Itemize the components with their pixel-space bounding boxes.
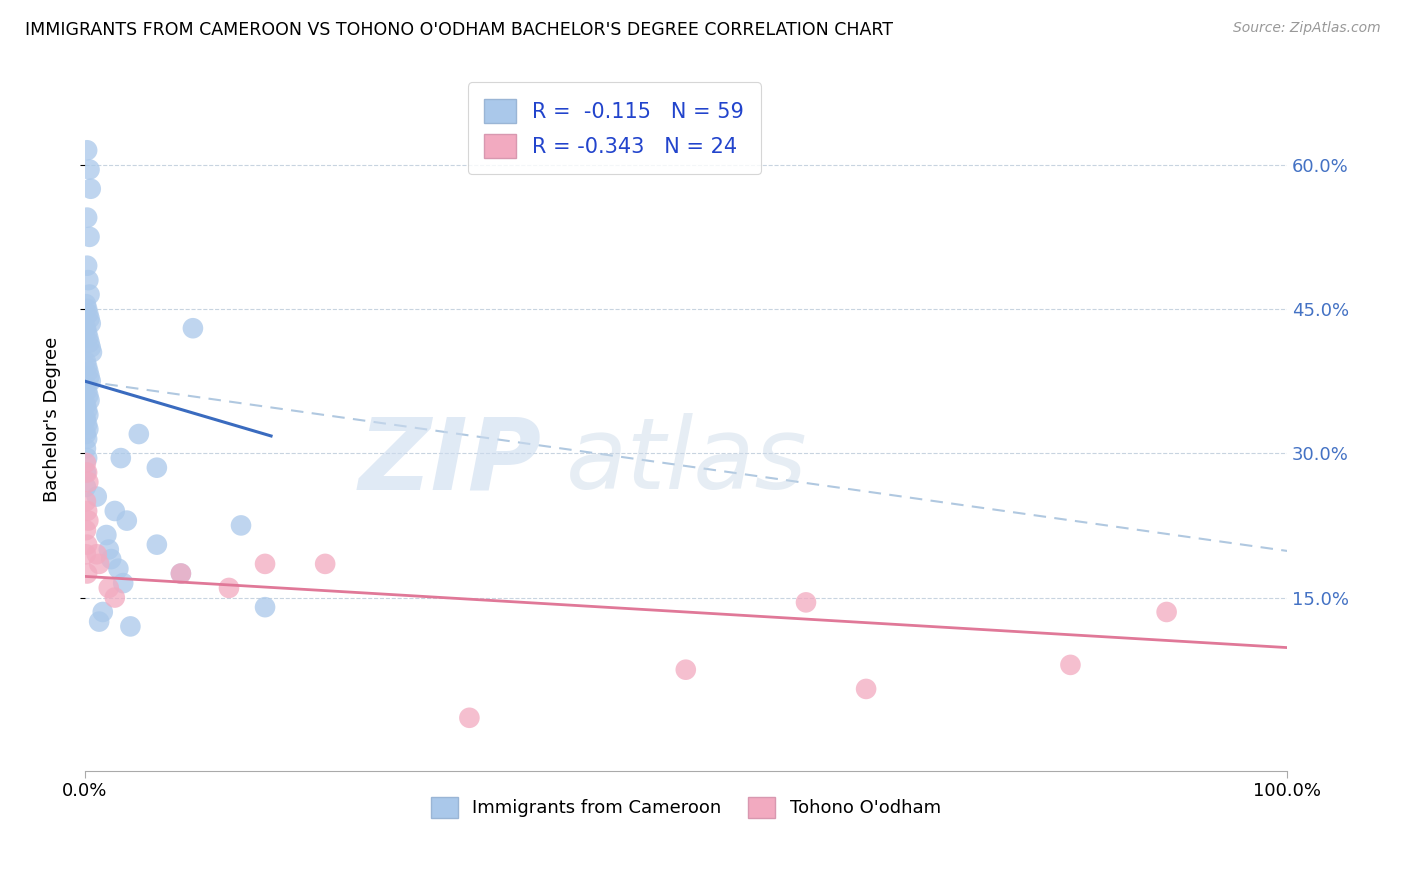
Point [76,211,98,225]
Point [76,301,98,316]
Point [75,297,97,311]
Point [76,403,98,417]
Point [80,341,103,355]
Point [75,355,97,369]
Point [1059,657,1081,672]
Point [76,538,98,552]
Point [75,466,97,480]
Point [170,566,193,581]
Point [77,331,100,345]
Point [458,711,481,725]
Point [146,538,169,552]
Point [75,412,97,426]
Point [218,581,240,595]
Point [104,504,127,518]
Point [86,547,108,561]
Point [80,374,103,388]
Point [97,581,120,595]
Point [170,566,193,581]
Point [75,494,97,508]
Point [75,442,97,456]
Point [77,514,100,528]
Point [96,528,118,542]
Point [75,379,97,393]
Point [76,504,98,518]
Text: Source: ZipAtlas.com: Source: ZipAtlas.com [1233,21,1381,36]
Point [76,451,98,466]
Point [76,359,98,374]
Point [75,547,97,561]
Point [97,542,120,557]
Point [79,335,101,350]
Point [128,427,150,442]
Point [76,566,98,581]
Text: IMMIGRANTS FROM CAMEROON VS TOHONO O'ODHAM BACHELOR'S DEGREE CORRELATION CHART: IMMIGRANTS FROM CAMEROON VS TOHONO O'ODH… [25,21,893,39]
Point [77,307,100,321]
Point [76,259,98,273]
Point [104,591,127,605]
Point [79,230,101,244]
Point [794,595,817,609]
Point [79,369,101,384]
Point [76,143,98,157]
Legend: Immigrants from Cameroon, Tohono O'odham: Immigrants from Cameroon, Tohono O'odham [423,789,948,825]
Point [254,557,277,571]
Text: atlas: atlas [565,413,807,510]
Point [77,475,100,490]
Point [80,182,103,196]
Point [120,619,142,633]
Point [181,321,204,335]
Point [107,562,129,576]
Point [75,427,97,442]
Point [855,681,877,696]
Point [77,273,100,287]
Point [76,326,98,340]
Point [115,514,138,528]
Point [1156,605,1178,619]
Point [75,398,97,412]
Point [100,552,122,566]
Text: ZIP: ZIP [359,413,541,510]
Point [86,490,108,504]
Point [675,663,697,677]
Point [79,393,101,408]
Point [80,317,103,331]
Point [79,162,101,177]
Point [110,451,132,466]
Point [229,518,252,533]
Point [77,422,100,436]
Point [89,557,111,571]
Point [146,460,169,475]
Point [75,523,97,537]
Point [80,345,103,359]
Point [314,557,336,571]
Point [75,456,97,470]
Y-axis label: Bachelor's Degree: Bachelor's Degree [44,337,60,502]
Point [77,408,100,422]
Point [91,605,114,619]
Point [79,287,101,301]
Point [77,364,100,378]
Point [75,480,97,494]
Point [77,388,100,402]
Point [75,321,97,335]
Point [76,432,98,446]
Point [254,600,277,615]
Point [76,417,98,432]
Point [76,384,98,398]
Point [79,311,101,326]
Point [76,466,98,480]
Point [89,615,111,629]
Point [112,576,135,591]
